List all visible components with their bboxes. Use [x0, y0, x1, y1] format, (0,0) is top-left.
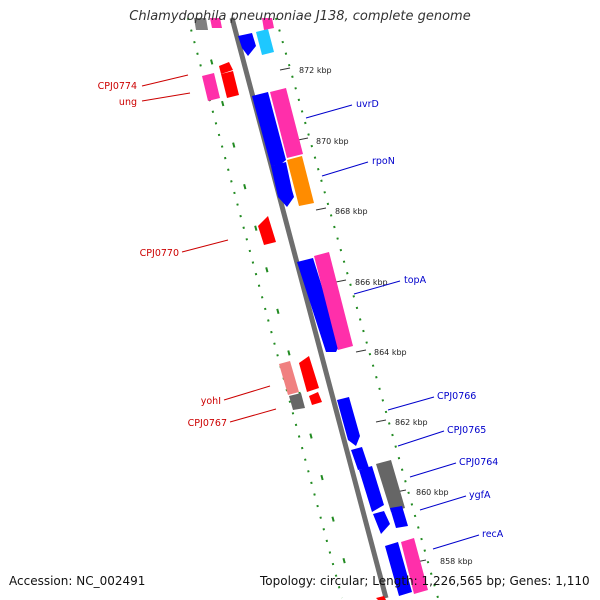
forward-cds-cpj0764: [359, 466, 384, 512]
forward-gene-rpon: [287, 156, 314, 206]
forward-cds-cpj0766: [337, 397, 360, 446]
tick-label-866: 866 kbp: [355, 278, 388, 287]
forward-cds-uvrd: [252, 92, 286, 166]
topology-text: Topology: circular; Length: 1,226,565 bp…: [260, 574, 590, 588]
gene-label-topa: topA: [404, 275, 427, 286]
tick-label-864: 864 kbp: [374, 348, 407, 357]
tick-label-872: 872 kbp: [299, 66, 332, 75]
reverse-gene-cpj0767: [289, 393, 305, 410]
reverse-cds-cpj0770: [258, 216, 276, 245]
reverse-cds-cpj0767: [309, 392, 322, 405]
forward-cds-rpon: [271, 162, 294, 207]
forward-cds-reca: [385, 542, 412, 596]
gene-label-cpj0774: CPJ0774: [98, 81, 137, 92]
tick-label-870: 870 kbp: [316, 137, 349, 146]
forward-gene-uvrd: [270, 88, 303, 158]
forward-cds-topa: [297, 258, 340, 352]
gene-label-reca: recA: [482, 529, 504, 540]
reverse-cds-ung-arrow: [219, 62, 233, 74]
reverse-gene-yohi: [279, 361, 299, 395]
reverse-features: [194, 18, 386, 600]
reverse-ring-dots: [187, 17, 343, 599]
tick-label-860: 860 kbp: [416, 488, 449, 497]
reverse-gene-cpj0774: [202, 73, 220, 101]
gene-label-rpon: rpoN: [372, 156, 395, 167]
gene-label-ygfa: ygfA: [469, 490, 491, 501]
gene-label-uvrd: uvrD: [356, 99, 379, 110]
tick-label-858: 858 kbp: [440, 557, 473, 566]
forward-gene-topa: [314, 252, 353, 350]
map-title: Chlamydophila pneumoniae J138, complete …: [129, 9, 471, 24]
gene-label-cpj0766: CPJ0766: [437, 391, 476, 402]
forward-leaders: [305, 104, 480, 550]
reverse-cds-bottom: [376, 596, 386, 600]
gene-label-yohi: yohI: [201, 396, 221, 407]
gene-label-ung: ung: [119, 97, 137, 108]
tick-marks: [279, 67, 427, 563]
reverse-cds-yohi: [299, 356, 319, 392]
reverse-cds-top: [210, 18, 222, 28]
forward-features: [238, 18, 428, 596]
forward-cds-ygfa: [373, 511, 390, 534]
tick-label-868: 868 kbp: [335, 207, 368, 216]
gene-label-cpj0770: CPJ0770: [140, 248, 179, 259]
gene-label-cpj0765: CPJ0765: [447, 425, 486, 436]
tick-label-862: 862 kbp: [395, 418, 428, 427]
gene-label-cpj0764: CPJ0764: [459, 457, 498, 468]
reverse-gene-top: [194, 18, 208, 30]
forward-gene-top-c: [262, 18, 274, 30]
accession-text: Accession: NC_002491: [9, 574, 146, 588]
forward-gene-ygfa: [390, 506, 408, 528]
forward-ring-dots: [275, 17, 439, 599]
reverse-leaders: [141, 74, 277, 423]
gene-label-cpj0767: CPJ0767: [188, 418, 227, 429]
forward-cds-top-a: [238, 33, 256, 56]
forward-gene-cpj0764: [376, 460, 405, 512]
forward-gene-reca: [401, 538, 428, 594]
reverse-cds-ung: [221, 71, 239, 98]
forward-gene-top-b: [256, 29, 274, 55]
forward-cds-cpj0765: [351, 447, 369, 470]
